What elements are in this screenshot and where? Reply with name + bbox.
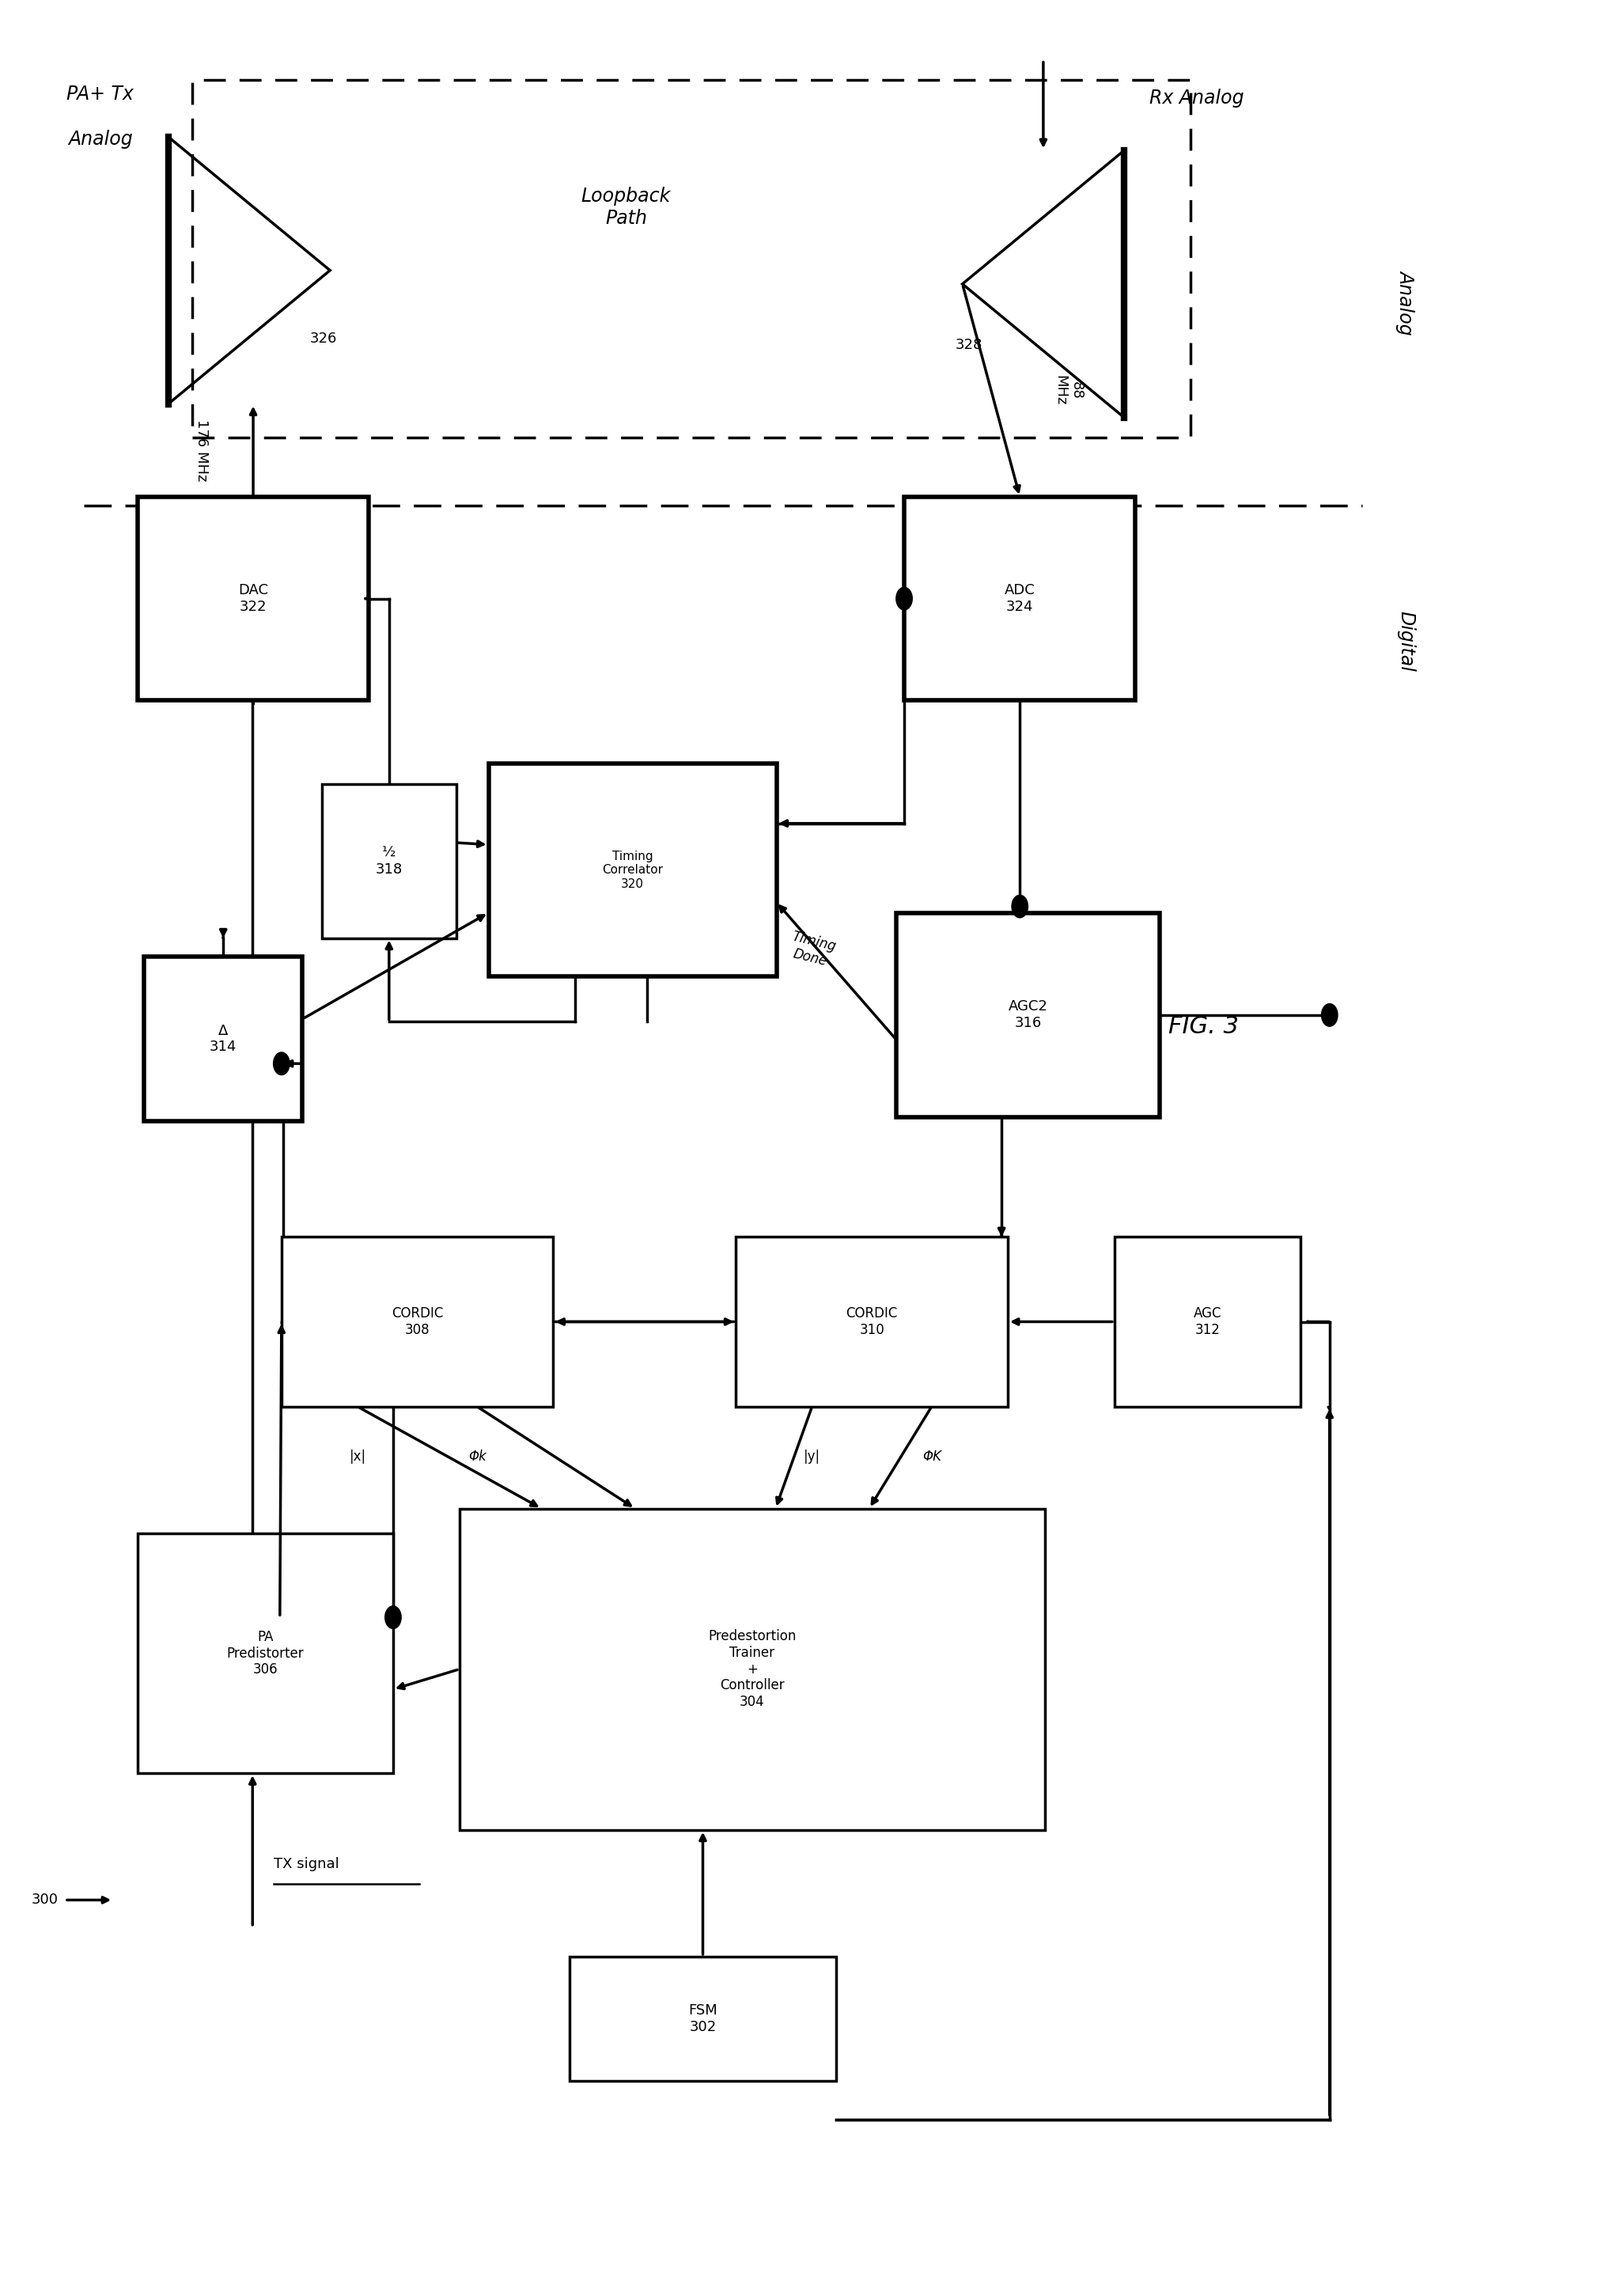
Bar xyxy=(138,497,369,701)
Bar xyxy=(896,913,1160,1117)
Text: CORDIC
308: CORDIC 308 xyxy=(391,1305,443,1337)
Text: AGC
312: AGC 312 xyxy=(1194,1305,1221,1337)
Text: Timing
Done: Timing Done xyxy=(786,928,838,969)
Circle shape xyxy=(1012,894,1028,917)
Bar xyxy=(322,783,456,938)
Bar xyxy=(489,763,776,976)
Bar xyxy=(570,1957,836,2082)
Text: CORDIC
310: CORDIC 310 xyxy=(846,1305,898,1337)
Bar xyxy=(905,497,1135,701)
Text: Rx Analog: Rx Analog xyxy=(1150,89,1244,109)
Text: Timing
Correlator
320: Timing Correlator 320 xyxy=(603,851,663,890)
Bar xyxy=(736,1237,1009,1407)
Bar xyxy=(281,1237,554,1407)
Text: Φk: Φk xyxy=(468,1448,486,1464)
Circle shape xyxy=(1322,1003,1338,1026)
Text: FIG. 3: FIG. 3 xyxy=(1168,1015,1239,1037)
Text: ½
318: ½ 318 xyxy=(375,847,403,876)
Bar xyxy=(1114,1237,1301,1407)
Text: AGC2
316: AGC2 316 xyxy=(1009,999,1047,1031)
Bar xyxy=(145,956,302,1121)
Bar xyxy=(460,1510,1044,1830)
Text: 300: 300 xyxy=(31,1893,58,1907)
Text: 326: 326 xyxy=(310,331,338,345)
Text: Δ
314: Δ 314 xyxy=(209,1024,237,1053)
Text: Analog: Analog xyxy=(1397,270,1415,334)
Bar xyxy=(138,1532,393,1773)
Circle shape xyxy=(273,1053,289,1076)
Text: Analog: Analog xyxy=(68,129,133,148)
Text: TX signal: TX signal xyxy=(273,1857,339,1870)
Text: 88
MHz: 88 MHz xyxy=(1052,375,1083,406)
Text: FSM
302: FSM 302 xyxy=(689,2004,718,2034)
Bar xyxy=(193,79,1190,438)
Text: PA+ Tx: PA+ Tx xyxy=(67,84,133,104)
Text: DAC
322: DAC 322 xyxy=(239,583,268,613)
Text: Predestortion
Trainer
+
Controller
304: Predestortion Trainer + Controller 304 xyxy=(708,1630,796,1709)
Text: ΦK: ΦK xyxy=(922,1448,942,1464)
Text: ADC
324: ADC 324 xyxy=(1005,583,1034,613)
Text: |y|: |y| xyxy=(804,1448,820,1464)
Text: 176 MHz: 176 MHz xyxy=(195,420,208,481)
Circle shape xyxy=(385,1605,401,1628)
Text: PA
Predistorter
306: PA Predistorter 306 xyxy=(227,1630,304,1678)
Text: 328: 328 xyxy=(955,338,983,352)
Circle shape xyxy=(896,588,913,611)
Text: Loopback
Path: Loopback Path xyxy=(581,186,671,227)
Text: Digital: Digital xyxy=(1397,611,1415,672)
Text: |x|: |x| xyxy=(349,1448,365,1464)
